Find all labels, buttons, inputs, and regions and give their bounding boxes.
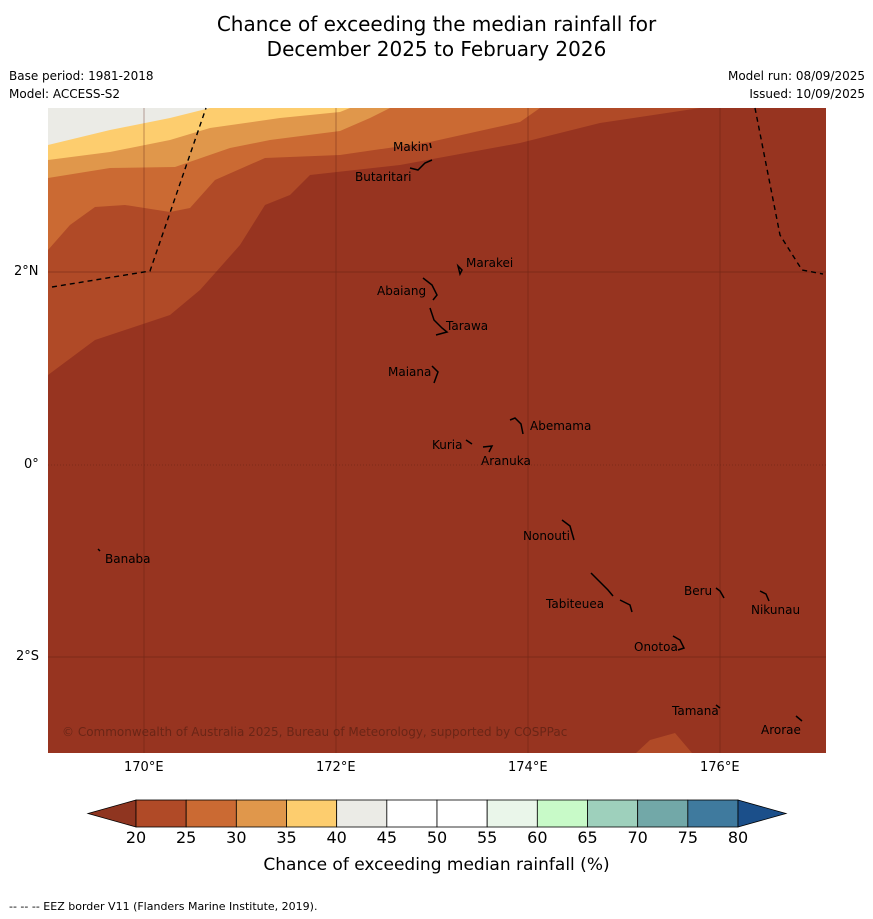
place-label-beru: Beru (684, 584, 712, 598)
colorbar-under-arrow (86, 799, 137, 828)
place-label-tamana: Tamana (671, 704, 719, 718)
colorbar-tick-75: 75 (677, 828, 699, 847)
eez-border-west (51, 107, 207, 288)
issued-date: Issued: 10/09/2025 (749, 87, 865, 101)
island-aranuka (482, 445, 494, 453)
colorbar-segment (587, 799, 639, 828)
colorbar-segment (637, 799, 689, 828)
colorbar-tick-70: 70 (627, 828, 648, 847)
colorbar-tick-45: 45 (376, 828, 398, 847)
model-name: Model: ACCESS-S2 (9, 87, 121, 101)
place-label-maiana: Maiana (388, 365, 431, 379)
island-maiana (431, 365, 439, 384)
region-45-50 (48, 108, 210, 145)
title-line-1: Chance of exceeding the median rainfall … (216, 12, 657, 36)
island-arorae (795, 715, 803, 722)
colorbar-tick-65: 65 (577, 828, 598, 847)
colorbar-over-arrow (737, 799, 788, 828)
island-tamana (715, 704, 721, 709)
place-label-tarawa: Tarawa (445, 319, 488, 333)
colorbar-tick-60: 60 (527, 828, 548, 847)
island-onotoa (672, 635, 686, 651)
island-banaba (97, 548, 101, 552)
place-label-tabiteuea: Tabiteuea (545, 597, 604, 611)
lat-label-2n: 2°N (14, 264, 39, 279)
island-outlines (97, 142, 803, 722)
place-label-makin: Makin (393, 140, 429, 154)
island-tabiteuea (590, 572, 633, 613)
island-nikunau (759, 590, 770, 602)
map-area (48, 108, 826, 753)
colorbar-tick-80: 80 (727, 828, 749, 847)
place-label-aranuka: Aranuka (481, 454, 531, 468)
place-label-butaritari: Butaritari (355, 170, 412, 184)
colorbar (86, 799, 788, 828)
colorbar-tick-20: 20 (125, 828, 147, 847)
lon-label-170e: 170°E (124, 760, 164, 775)
place-label-nonouti: Nonouti (523, 529, 570, 543)
place-label-kuria: Kuria (432, 438, 463, 452)
place-labels: Makin Butaritari Marakei Abaiang Tarawa Maian… (105, 140, 801, 737)
colorbar-segment (386, 799, 438, 828)
eez-borders (51, 107, 824, 288)
base-period: Base period: 1981-2018 (9, 69, 154, 83)
colorbar-segment (436, 799, 488, 828)
colorbar-segment (185, 799, 237, 828)
model-run: Model run: 08/09/2025 (727, 69, 865, 83)
eez-footnote: -- -- -- EEZ border V11 (Flanders Marine… (9, 900, 318, 913)
place-label-marakei: Marakei (466, 256, 513, 270)
colorbar-segment (336, 799, 388, 828)
colorbar-segment (687, 799, 739, 828)
map-title: Chance of exceeding the median rainfall … (0, 12, 873, 62)
colorbar-tick-50: 50 (426, 828, 448, 847)
colorbar-segment (235, 799, 287, 828)
colorbar-label: Chance of exceeding median rainfall (%) (263, 855, 610, 875)
island-butaritari (409, 159, 433, 171)
colorbar-tick-40: 40 (326, 828, 347, 847)
island-nonouti (561, 519, 575, 541)
place-label-onotoa: Onotoa (634, 640, 678, 654)
place-label-abemama: Abemama (530, 419, 591, 433)
colorbar-tick-35: 35 (276, 828, 297, 847)
lon-label-172e: 172°E (316, 760, 356, 775)
place-label-arorae: Arorae (761, 723, 801, 737)
island-tarawa (429, 307, 449, 336)
island-abemama (509, 417, 524, 435)
island-marakei (456, 263, 463, 277)
colorbar-segment (286, 799, 338, 828)
lat-label-equator: 0° (24, 457, 39, 472)
island-makin (429, 142, 432, 149)
title-line-2: December 2025 to February 2026 (266, 37, 607, 61)
graticule (48, 108, 826, 753)
colorbar-tick-55: 55 (476, 828, 498, 847)
meta-left: Base period: 1981-2018 Model: ACCESS-S2 (9, 67, 154, 103)
copyright-notice: © Commonwealth of Australia 2025, Bureau… (62, 725, 567, 739)
island-abaiang (422, 277, 438, 301)
place-label-abaiang: Abaiang (377, 284, 426, 298)
colorbar-segment (135, 799, 187, 828)
colorbar-tick-30: 30 (226, 828, 247, 847)
eez-border-east (754, 107, 824, 275)
colorbar-tick-25: 25 (175, 828, 197, 847)
lat-label-2s: 2°S (16, 649, 40, 664)
colorbar-segment (536, 799, 588, 828)
place-label-nikunau: Nikunau (751, 603, 800, 617)
region-25-30-south (636, 733, 692, 753)
meta-right: Model run: 08/09/2025 Issued: 10/09/2025 (728, 67, 865, 103)
island-kuria (465, 439, 473, 445)
lon-label-176e: 176°E (700, 760, 740, 775)
colorbar-segment (486, 799, 538, 828)
lon-label-174e: 174°E (508, 760, 548, 775)
island-beru (715, 587, 725, 599)
place-label-banaba: Banaba (105, 552, 151, 566)
